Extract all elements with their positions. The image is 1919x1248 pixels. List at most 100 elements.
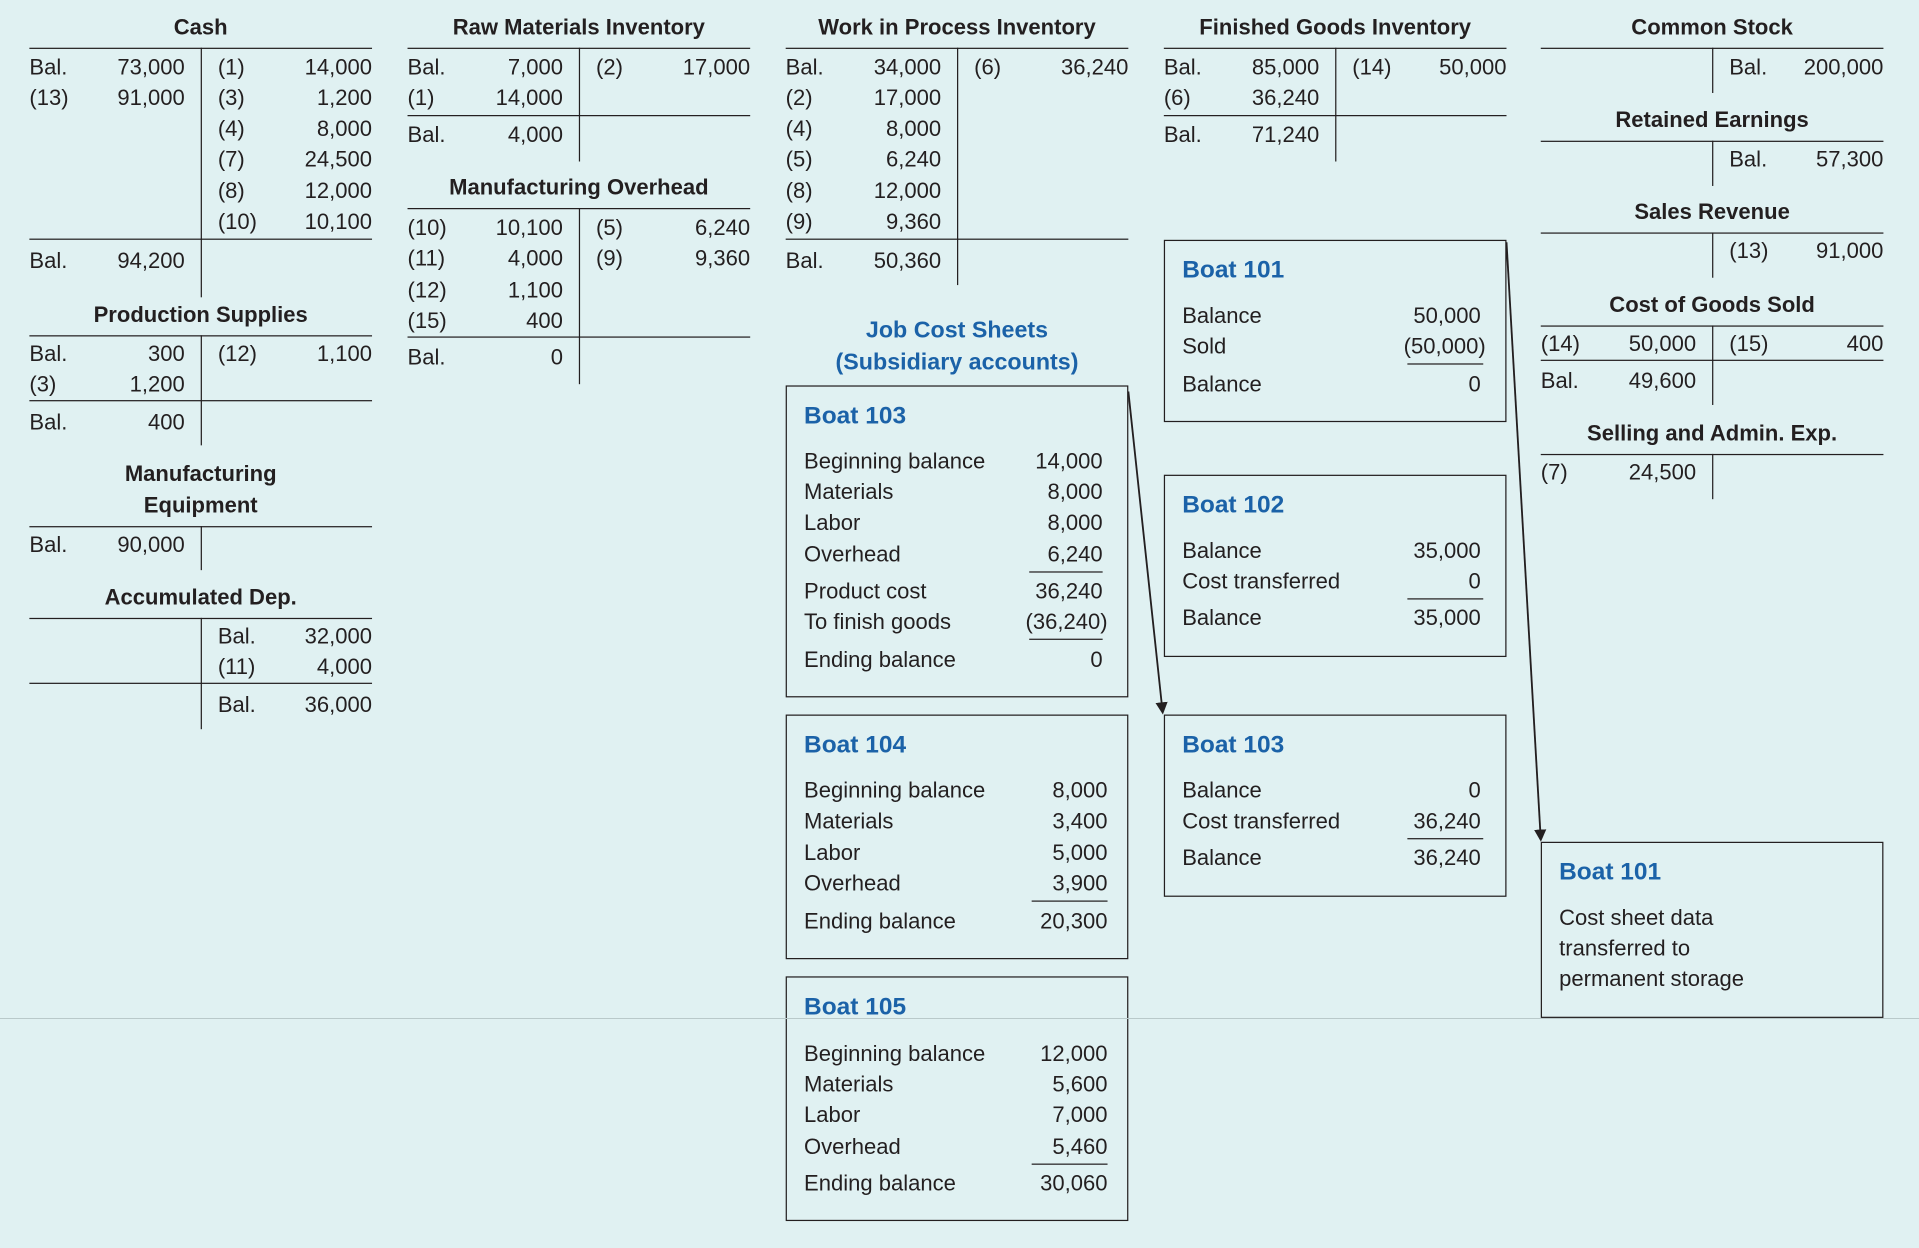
cash-cr-ref: (8) xyxy=(217,178,245,204)
arrow-boat-101-to-storage xyxy=(1505,242,1547,842)
ad-cr-ref: Bal. xyxy=(217,623,256,649)
ps-dr-ref: (3) xyxy=(29,371,57,397)
rm-dr-amt: 7,000 xyxy=(507,55,563,80)
boat-103-fg-row-value: 36,240 xyxy=(1413,808,1481,834)
cogs-cr-ref: (15) xyxy=(1729,331,1769,357)
me-bal-label: Bal. xyxy=(29,532,68,557)
fg-bal-label: Bal. xyxy=(1163,122,1202,147)
ad-cr-ref: (11) xyxy=(217,654,256,680)
ad-bal-amount: 36,000 xyxy=(304,692,373,717)
boat-103-row-label: Ending balance xyxy=(804,647,956,672)
cash-cr-ref: (7) xyxy=(217,146,245,172)
fg-cr-ref: (14) xyxy=(1352,55,1392,80)
mo-cr-amt: 6,240 xyxy=(695,215,751,240)
boat-102-row-label: Cost transferred xyxy=(1182,568,1341,594)
sr-cr-amt: 91,000 xyxy=(1816,238,1884,264)
sr-cr-ref: (13) xyxy=(1729,238,1769,264)
boat-103-row-value: 0 xyxy=(1090,647,1103,672)
boat-103-row-label: Overhead xyxy=(804,542,901,567)
boat-103-fg-row-label: Balance xyxy=(1182,845,1262,870)
t-account-accumulated-dep: Accumulated Dep. Bal. 32,000 (11) 4,000 … xyxy=(29,582,373,734)
job-sheet-boat-101-fg: Boat 101 Balance 50,000 Sold (50,000) Ba… xyxy=(1163,239,1507,423)
t-account-work-in-process: Work in Process Inventory Bal. 34,000 (2… xyxy=(785,12,1129,289)
boat-104-row-label: Materials xyxy=(804,808,894,834)
boat-105-title: Boat 105 xyxy=(804,993,907,1021)
wip-bal-amount: 50,360 xyxy=(873,248,942,273)
mo-bal-label: Bal. xyxy=(407,345,446,370)
cs-cr-amt: 200,000 xyxy=(1803,55,1884,80)
t-account-retained-earnings: Retained Earnings Bal. 57,300 xyxy=(1540,105,1884,188)
boat-102-row-label: Balance xyxy=(1182,538,1262,563)
boat-103-row-label: To finish goods xyxy=(804,609,951,634)
rm-dr-ref: Bal. xyxy=(407,55,446,80)
wip-cr-ref: (6) xyxy=(974,55,1002,80)
boat-103-row-label: Labor xyxy=(804,510,861,535)
ad-bal-label: Bal. xyxy=(217,692,256,717)
ps-dr-ref: Bal. xyxy=(29,341,68,366)
boat-102-fg-title: Boat 102 xyxy=(1182,491,1285,519)
job-sheet-boat-103-wip: Boat 103 Beginning balance 14,000 Materi… xyxy=(785,385,1129,698)
boat-103-row-label: Materials xyxy=(804,479,894,505)
boat-103-row-value: 8,000 xyxy=(1047,510,1103,535)
boat-105-row-label: Materials xyxy=(804,1071,894,1097)
job-sheet-boat-105: Boat 105 Beginning balance 12,000 Materi… xyxy=(785,976,1129,1222)
cash-dr-amt: 91,000 xyxy=(117,85,185,111)
boat-101-storage-note: Cost sheet data xyxy=(1559,905,1714,930)
boat-105-row-label: Labor xyxy=(804,1102,861,1127)
mo-dr-amt: 10,100 xyxy=(495,215,563,240)
mfg-overhead-title: Manufacturing Overhead xyxy=(449,174,709,200)
mo-dr-amt: 1,100 xyxy=(507,277,563,303)
boat-103-fg-row-value: 0 xyxy=(1468,778,1481,803)
boat-101-row-label: Balance xyxy=(1182,371,1262,397)
cash-dr-ref: Bal. xyxy=(29,55,68,80)
cash-cr-ref: (1) xyxy=(217,55,245,80)
rm-cr-ref: (2) xyxy=(595,55,623,80)
cash-cr-amt: 14,000 xyxy=(304,55,373,80)
wip-dr-amt: 17,000 xyxy=(873,85,942,111)
boat-105-row-label: Beginning balance xyxy=(804,1041,986,1066)
mo-dr-amt: 400 xyxy=(526,308,563,333)
production-supplies-title: Production Supplies xyxy=(93,302,308,327)
boat-102-row-value: 0 xyxy=(1468,568,1481,594)
boat-105-row-value: 7,000 xyxy=(1052,1102,1108,1127)
wip-title: Work in Process Inventory xyxy=(818,14,1096,40)
cash-cr-amt: 10,100 xyxy=(304,209,373,234)
mfg-equipment-title-2: Equipment xyxy=(143,493,258,518)
rm-bal-amount: 4,000 xyxy=(507,122,563,147)
boat-101-storage-note: permanent storage xyxy=(1559,966,1745,992)
boat-103-fg-row-label: Cost transferred xyxy=(1182,808,1341,834)
boat-105-row-label: Overhead xyxy=(804,1134,901,1159)
cs-cr-ref: Bal. xyxy=(1729,55,1768,80)
job-sheet-boat-102-fg: Boat 102 Balance 35,000 Cost transferred… xyxy=(1163,474,1507,658)
boat-105-row-value: 30,060 xyxy=(1040,1170,1108,1196)
selling-admin-title: Selling and Admin. Exp. xyxy=(1587,420,1838,446)
mo-dr-ref: (11) xyxy=(407,245,446,271)
mo-cr-ref: (5) xyxy=(595,215,623,240)
mo-dr-amt: 4,000 xyxy=(507,245,563,271)
fg-dr-amt: 36,240 xyxy=(1251,85,1320,111)
t-account-production-supplies: Production Supplies Bal. 300 (3) 1,200 (… xyxy=(29,300,373,447)
wip-dr-amt: 34,000 xyxy=(873,55,942,80)
boat-101-row-value: (50,000) xyxy=(1403,334,1486,359)
ps-cr-ref: (12) xyxy=(217,341,258,366)
cash-bal-label: Bal. xyxy=(29,248,68,273)
me-bal-amount: 90,000 xyxy=(117,532,185,557)
boat-101-row-label: Sold xyxy=(1182,334,1227,359)
bottom-frame-line xyxy=(0,1018,1919,1019)
boat-104-row-value: 3,400 xyxy=(1052,808,1108,834)
wip-dr-amt: 8,000 xyxy=(885,116,942,141)
ps-dr-amt: 300 xyxy=(148,341,185,366)
boat-101-storage-note: transferred to xyxy=(1559,935,1691,961)
wip-dr-amt: 12,000 xyxy=(873,178,942,204)
cash-cr-ref: (3) xyxy=(217,85,245,111)
accum-dep-title: Accumulated Dep. xyxy=(104,584,297,610)
boat-103-row-label: Beginning balance xyxy=(804,449,986,474)
rm-dr-amt: 14,000 xyxy=(495,85,563,111)
rm-cr-amt: 17,000 xyxy=(682,55,751,80)
rm-dr-ref: (1) xyxy=(407,85,435,111)
boat-102-row-value: 35,000 xyxy=(1413,538,1481,563)
t-account-sales-revenue: Sales Revenue (13) 91,000 xyxy=(1540,197,1884,280)
boat-105-row-value: 5,600 xyxy=(1052,1071,1108,1097)
fg-dr-ref: (6) xyxy=(1163,85,1191,111)
boat-103-row-value: 8,000 xyxy=(1047,479,1103,505)
